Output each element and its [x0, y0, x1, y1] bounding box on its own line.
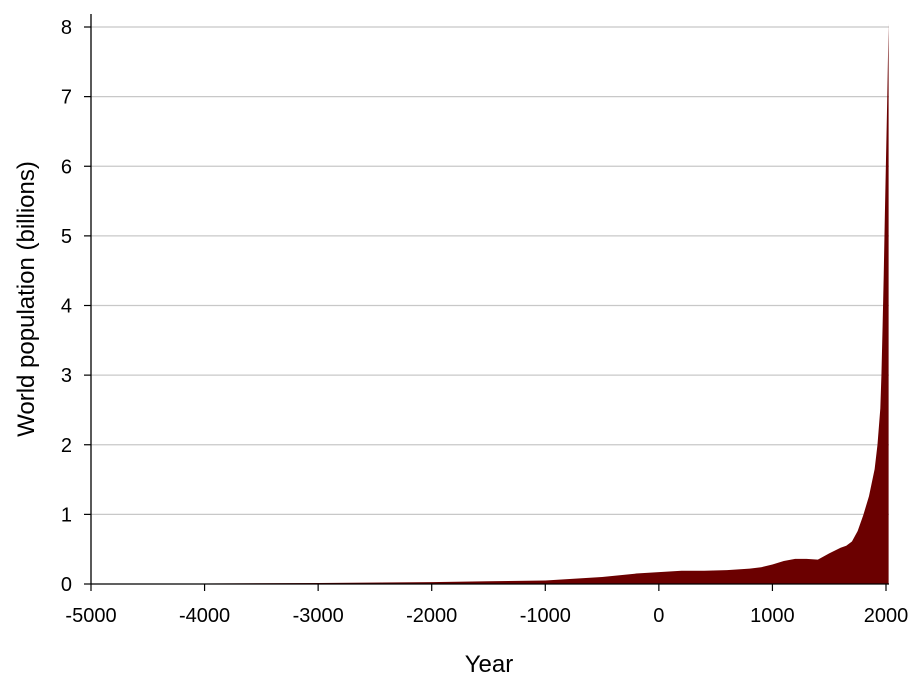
- grid-lines: [91, 26, 889, 515]
- x-tick-label: -1000: [520, 605, 571, 627]
- y-axis-ticks: 0 1 2 3 4 5 6 7 8: [61, 17, 91, 596]
- x-axis-ticks: -5000 -4000 -3000 -2000 -1000 0 1000 2000: [65, 584, 908, 627]
- x-tick-label: 2000: [864, 605, 909, 627]
- x-tick-label: -2000: [406, 605, 457, 627]
- y-axis-title: World population (billions): [13, 161, 40, 437]
- x-tick-label: -4000: [179, 605, 230, 627]
- x-tick-label: 0: [653, 605, 664, 627]
- x-tick-label: 1000: [750, 605, 795, 627]
- y-tick-label: 3: [61, 365, 72, 387]
- y-tick-label: 0: [61, 574, 72, 596]
- y-tick-label: 5: [61, 226, 72, 248]
- y-tick-label: 2: [61, 435, 72, 457]
- population-area: [91, 23, 889, 584]
- y-tick-label: 8: [61, 17, 72, 39]
- y-tick-label: 1: [61, 504, 72, 526]
- x-axis-title: Year: [465, 651, 514, 678]
- axes: [90, 14, 889, 585]
- y-tick-label: 6: [61, 156, 72, 178]
- x-tick-label: -5000: [65, 605, 116, 627]
- y-tick-label: 4: [61, 296, 72, 318]
- x-tick-label: -3000: [293, 605, 344, 627]
- y-tick-label: 7: [61, 87, 72, 109]
